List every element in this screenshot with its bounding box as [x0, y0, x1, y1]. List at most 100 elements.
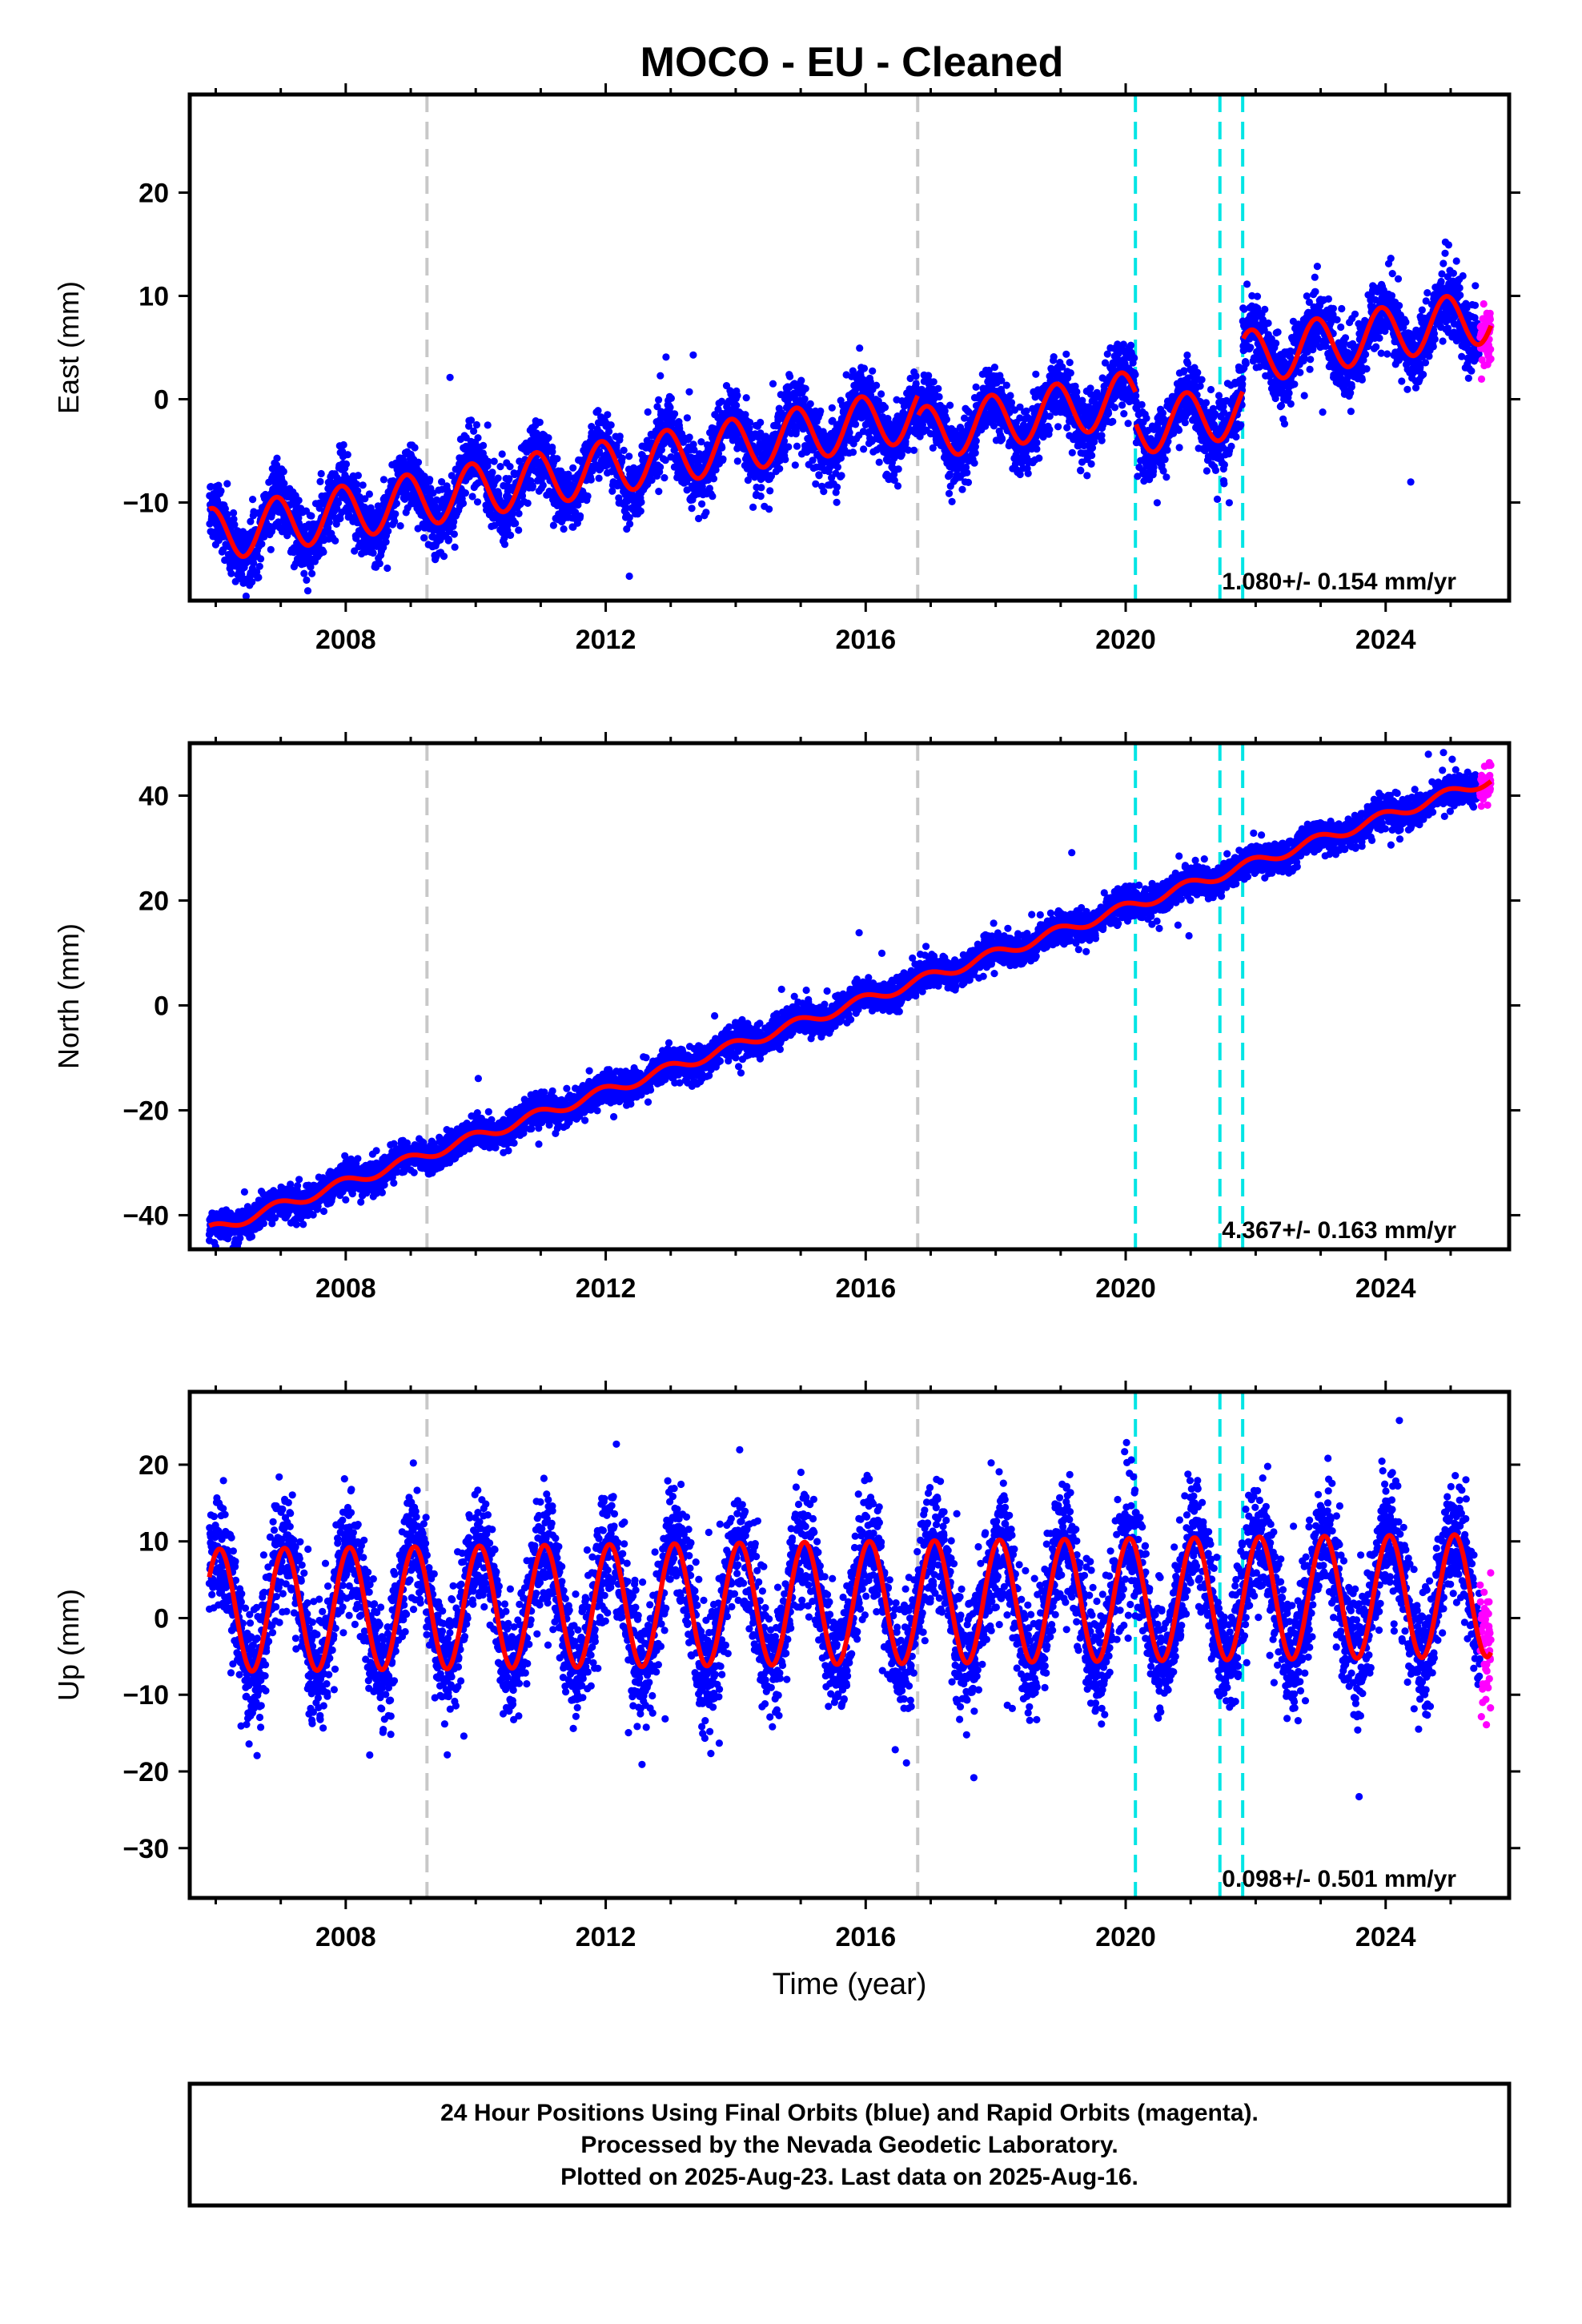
final-orbit-point — [697, 438, 705, 446]
final-orbit-point — [869, 367, 877, 375]
final-orbit-point — [361, 495, 369, 503]
final-orbit-point — [655, 396, 663, 404]
final-orbit-point — [343, 451, 351, 459]
final-orbit-point — [881, 404, 889, 412]
final-orbit-point — [334, 499, 343, 507]
final-orbit-point — [498, 450, 506, 458]
final-orbit-point — [438, 478, 446, 486]
final-orbit-point — [656, 463, 665, 471]
final-orbit-point — [250, 559, 258, 567]
final-orbit-point — [749, 503, 757, 512]
final-orbit-point — [420, 534, 428, 542]
final-orbit-point — [656, 372, 665, 380]
final-orbit-point — [480, 441, 488, 450]
final-orbit-point — [255, 573, 263, 581]
final-orbit-point — [359, 481, 367, 489]
final-orbit-point — [1006, 392, 1014, 400]
final-orbit-point — [414, 458, 423, 466]
final-orbit-point — [325, 518, 333, 526]
final-orbit-point — [465, 422, 473, 430]
final-orbit-point — [780, 437, 789, 445]
final-orbit-point — [817, 407, 825, 415]
final-orbit-point — [644, 408, 652, 416]
final-orbit-point — [1066, 359, 1074, 367]
final-orbit-point — [258, 540, 266, 548]
final-orbit-point — [833, 463, 841, 471]
final-orbit-point — [812, 480, 820, 488]
final-orbit-point — [1211, 466, 1220, 475]
final-orbit-point — [336, 514, 344, 523]
final-orbit-point — [685, 433, 693, 441]
final-orbit-point — [912, 372, 920, 380]
final-orbit-point — [733, 457, 741, 465]
final-orbit-point — [894, 465, 902, 473]
final-orbit-point — [594, 407, 602, 415]
final-orbit-point — [596, 448, 604, 456]
final-orbit-point — [1033, 439, 1041, 447]
final-orbit-point — [353, 480, 361, 489]
final-orbit-point — [625, 452, 633, 460]
final-orbit-point — [324, 524, 332, 532]
final-orbit-point — [744, 476, 753, 485]
final-orbit-point — [852, 420, 860, 428]
final-orbit-point — [459, 499, 468, 508]
final-orbit-point — [757, 493, 765, 501]
final-orbit-point — [1159, 467, 1167, 475]
final-orbit-point — [815, 472, 823, 480]
final-orbit-point — [553, 455, 561, 463]
final-orbit-point — [875, 458, 883, 466]
final-orbit-point — [505, 475, 513, 483]
final-orbit-point — [1087, 460, 1095, 468]
final-orbit-point — [930, 378, 938, 386]
final-orbit-point — [618, 454, 626, 462]
final-orbit-point — [662, 353, 670, 361]
final-orbit-point — [342, 460, 351, 468]
final-orbit-point — [809, 456, 817, 464]
final-orbit-point — [383, 521, 391, 529]
final-orbit-point — [440, 553, 448, 561]
final-orbit-point — [248, 578, 256, 586]
final-orbit-point — [223, 510, 231, 519]
final-orbit-point — [257, 555, 265, 563]
final-orbit-point — [661, 474, 669, 482]
final-orbit-point — [275, 518, 283, 526]
final-orbit-point — [375, 560, 383, 568]
final-orbit-point — [1007, 399, 1016, 407]
final-orbit-point — [1024, 469, 1032, 477]
final-orbit-point — [508, 509, 517, 517]
final-orbit-point — [369, 549, 377, 557]
final-orbit-point — [833, 483, 841, 491]
final-orbit-point — [273, 454, 281, 462]
final-orbit-point — [396, 522, 404, 530]
final-orbit-point — [595, 474, 603, 482]
final-orbit-point — [303, 587, 312, 595]
final-orbit-point — [765, 505, 773, 513]
final-orbit-point — [785, 443, 793, 451]
final-orbit-point — [1118, 401, 1126, 409]
final-orbit-point — [300, 569, 308, 577]
final-orbit-point — [757, 484, 765, 492]
final-orbit-point — [255, 562, 263, 570]
final-orbit-point — [733, 392, 741, 400]
final-orbit-point — [1142, 414, 1150, 422]
final-orbit-point — [1175, 444, 1183, 452]
final-orbit-point — [1098, 436, 1106, 444]
final-orbit-point — [411, 444, 419, 452]
final-orbit-point — [249, 496, 257, 504]
final-orbit-point — [1213, 495, 1222, 504]
final-orbit-point — [1088, 452, 1096, 460]
final-orbit-point — [379, 476, 387, 484]
final-orbit-point — [625, 513, 633, 522]
final-orbit-point — [625, 572, 633, 581]
final-orbit-point — [719, 455, 727, 463]
final-orbit-point — [1202, 399, 1211, 407]
final-orbit-point — [1062, 350, 1070, 358]
final-orbit-point — [1174, 426, 1183, 434]
final-orbit-point — [231, 521, 239, 529]
final-orbit-point — [661, 456, 669, 464]
final-orbit-point — [860, 364, 869, 372]
final-orbit-point — [507, 531, 515, 540]
final-orbit-point — [607, 421, 615, 429]
final-orbit-point — [539, 481, 547, 489]
